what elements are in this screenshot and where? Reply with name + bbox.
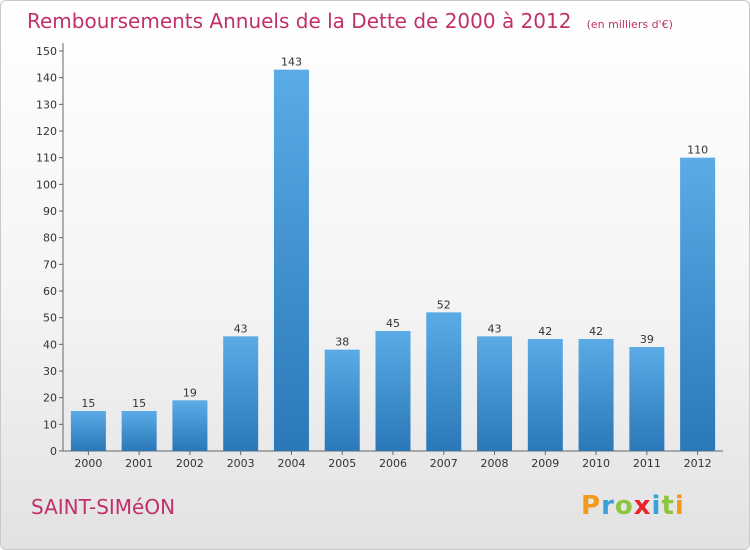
data-label-2002: 19 bbox=[183, 386, 197, 399]
x-tick-label: 2000 bbox=[74, 457, 102, 470]
x-tick-label: 2007 bbox=[430, 457, 458, 470]
title-row: Remboursements Annuels de la Dette de 20… bbox=[27, 9, 673, 33]
y-tick-label: 70 bbox=[43, 258, 57, 271]
bar-2012 bbox=[680, 157, 716, 451]
bar-2010 bbox=[578, 339, 614, 451]
x-tick-label: 2001 bbox=[125, 457, 153, 470]
data-label-2000: 15 bbox=[81, 397, 95, 410]
logo-letter: o bbox=[614, 491, 634, 521]
data-label-2003: 43 bbox=[234, 322, 248, 335]
y-tick-label: 100 bbox=[36, 178, 57, 191]
y-tick-label: 150 bbox=[36, 45, 57, 58]
chart-title: Remboursements Annuels de la Dette de 20… bbox=[27, 9, 572, 33]
bar-2003 bbox=[223, 336, 259, 451]
y-tick-label: 120 bbox=[36, 125, 57, 138]
data-label-2006: 45 bbox=[386, 317, 400, 330]
bar-2004 bbox=[273, 69, 309, 452]
y-tick-label: 50 bbox=[43, 312, 57, 325]
data-label-2007: 52 bbox=[437, 298, 451, 311]
logo-letter: r bbox=[601, 491, 615, 521]
x-tick-label: 2009 bbox=[531, 457, 559, 470]
x-tick-label: 2004 bbox=[277, 457, 305, 470]
data-label-2008: 43 bbox=[488, 322, 502, 335]
x-tick-label: 2011 bbox=[633, 457, 661, 470]
data-label-2009: 42 bbox=[538, 325, 552, 338]
y-tick-label: 110 bbox=[36, 152, 57, 165]
logo-letter: x bbox=[633, 491, 652, 521]
y-tick-label: 140 bbox=[36, 72, 57, 85]
y-tick-label: 0 bbox=[50, 445, 57, 458]
x-tick-label: 2005 bbox=[328, 457, 356, 470]
y-tick-label: 10 bbox=[43, 418, 57, 431]
bar-2000 bbox=[70, 411, 106, 451]
x-tick-label: 2012 bbox=[684, 457, 712, 470]
bars bbox=[70, 69, 716, 452]
y-tick-label: 40 bbox=[43, 338, 57, 351]
bar-2002 bbox=[172, 400, 208, 451]
y-tick-label: 90 bbox=[43, 205, 57, 218]
data-label-2005: 38 bbox=[335, 336, 349, 349]
logo-letter: i bbox=[674, 491, 685, 521]
data-label-2010: 42 bbox=[589, 325, 603, 338]
axes: 0 10 20 30 40 50 60 70 80 90 100 110 120 130 140 150 200… bbox=[36, 43, 723, 470]
x-tick-label: 2006 bbox=[379, 457, 407, 470]
y-tick-label: 20 bbox=[43, 392, 57, 405]
bar-2005 bbox=[324, 349, 360, 451]
bar-2009 bbox=[527, 339, 563, 451]
proxiti-logo: Proxiti bbox=[581, 491, 685, 521]
bar-2011 bbox=[629, 347, 665, 451]
y-tick-label: 60 bbox=[43, 285, 57, 298]
bar-2006 bbox=[375, 331, 411, 451]
chart-subtitle: (en milliers d'€) bbox=[586, 18, 673, 31]
y-tick-label: 80 bbox=[43, 232, 57, 245]
town-name: SAINT-SIMéON bbox=[31, 495, 176, 519]
data-label-2011: 39 bbox=[640, 333, 654, 346]
x-tick-label: 2002 bbox=[176, 457, 204, 470]
data-labels: 15 15 19 43 143 38 45 52 43 42 42 39 110 bbox=[81, 56, 708, 410]
x-tick-label: 2003 bbox=[227, 457, 255, 470]
bar-2001 bbox=[121, 411, 157, 451]
x-tick-label: 2010 bbox=[582, 457, 610, 470]
bar-2008 bbox=[477, 336, 513, 451]
logo-letter: P bbox=[581, 491, 602, 521]
logo-letter: t bbox=[661, 491, 675, 521]
y-tick-label: 30 bbox=[43, 365, 57, 378]
bar-2007 bbox=[426, 312, 462, 451]
logo-letter: i bbox=[651, 491, 662, 521]
y-tick-label: 130 bbox=[36, 98, 57, 111]
data-label-2001: 15 bbox=[132, 397, 146, 410]
data-label-2004: 143 bbox=[281, 56, 302, 69]
data-label-2012: 110 bbox=[687, 144, 708, 157]
x-tick-label: 2008 bbox=[481, 457, 509, 470]
